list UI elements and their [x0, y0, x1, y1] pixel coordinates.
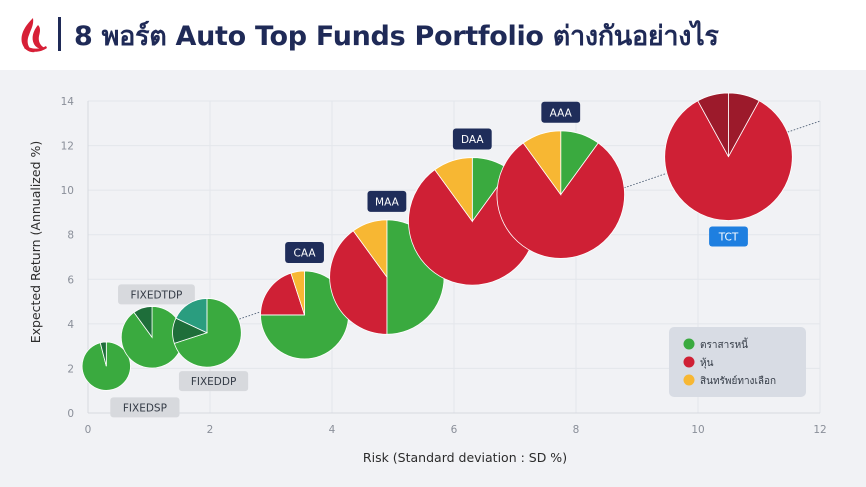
title-divider [58, 17, 61, 51]
bubble-label-bg [367, 190, 407, 212]
y-axis-title: Expected Return (Annualized %) [28, 141, 43, 343]
bubble-label-bg [118, 284, 195, 305]
bubble-fixeddp: FIXEDDP [172, 298, 249, 392]
bubble-label: MAA [375, 196, 400, 208]
y-tick-label: 8 [67, 230, 74, 242]
pie-slice [522, 130, 562, 196]
bubble-label-bg [285, 241, 324, 263]
y-tick-label: 12 [61, 141, 74, 153]
x-tick-label: 12 [813, 424, 826, 436]
points-layer: FIXEDSP FIXEDTDP FIXEDDP CAA MAA DAA AAA TCT [81, 92, 793, 418]
legend-label: หุ้น [700, 357, 714, 369]
legend-box [669, 327, 806, 397]
bubble-tct: TCT [664, 92, 793, 247]
bubble-label: AAA [550, 107, 573, 119]
y-tick-label: 0 [67, 408, 74, 420]
y-tick-label: 4 [67, 319, 74, 331]
pie-slice [434, 157, 473, 223]
bubble-label-bg [541, 101, 581, 123]
bubble-label: FIXEDSP [123, 402, 167, 414]
legend: ตราสารหนี้หุ้นสินทรัพย์ทางเลือก [669, 327, 806, 397]
x-tick-label: 8 [573, 424, 580, 436]
page-title: 8 พอร์ต Auto Top Funds Portfolio ต่างกัน… [74, 21, 719, 52]
x-tick-label: 2 [207, 424, 214, 436]
x-tick-label: 0 [85, 424, 92, 436]
brand-logo-icon [21, 18, 47, 53]
bubble-label-bg [178, 371, 249, 392]
bubble-label: FIXEDDP [191, 376, 236, 388]
x-tick-label: 6 [451, 424, 458, 436]
bubble-label-bg [110, 397, 180, 418]
header: 8 พอร์ต Auto Top Funds Portfolio ต่างกัน… [0, 0, 866, 70]
pie-slice [352, 219, 388, 279]
x-tick-label: 10 [691, 424, 704, 436]
y-tick-label: 14 [61, 96, 75, 108]
pie-slice [133, 306, 153, 339]
axis-layer: 0 2 4 6 8 10 12 0 2 4 6 8 10 12 14 [61, 96, 827, 436]
pie-slice [260, 272, 306, 316]
bubble-aaa: AAA [496, 101, 625, 259]
legend-label: สินทรัพย์ทางเลือก [700, 375, 776, 387]
bubble-fixedtdp: FIXEDTDP [118, 284, 195, 369]
x-tick-label: 4 [329, 424, 336, 436]
pie-slice [496, 142, 625, 259]
legend-swatch [683, 374, 695, 386]
y-tick-label: 6 [67, 274, 74, 286]
bubble-fixedsp: FIXEDSP [81, 341, 180, 418]
bubble-label: DAA [461, 134, 484, 146]
bubble-label-bg [452, 128, 492, 150]
bubble-label: TCT [718, 232, 739, 244]
bubble-label-bg [709, 226, 748, 247]
bubble-label: CAA [294, 247, 317, 259]
pie-slice [175, 298, 208, 334]
bubble-label: FIXEDTDP [131, 289, 183, 301]
pie-slice [290, 270, 305, 316]
pie-slice [697, 92, 729, 157]
pie-slice [329, 230, 388, 335]
y-tick-label: 2 [67, 363, 74, 375]
legend-swatch [683, 338, 695, 350]
pie-slice [99, 341, 107, 367]
bubble-caa: CAA [260, 241, 349, 360]
legend-label: ตราสารหนี้ [700, 337, 749, 351]
x-axis-title: Risk (Standard deviation : SD %) [363, 450, 567, 465]
legend-swatch [683, 356, 695, 368]
pie-slice [664, 100, 793, 221]
y-tick-label: 10 [61, 185, 74, 197]
